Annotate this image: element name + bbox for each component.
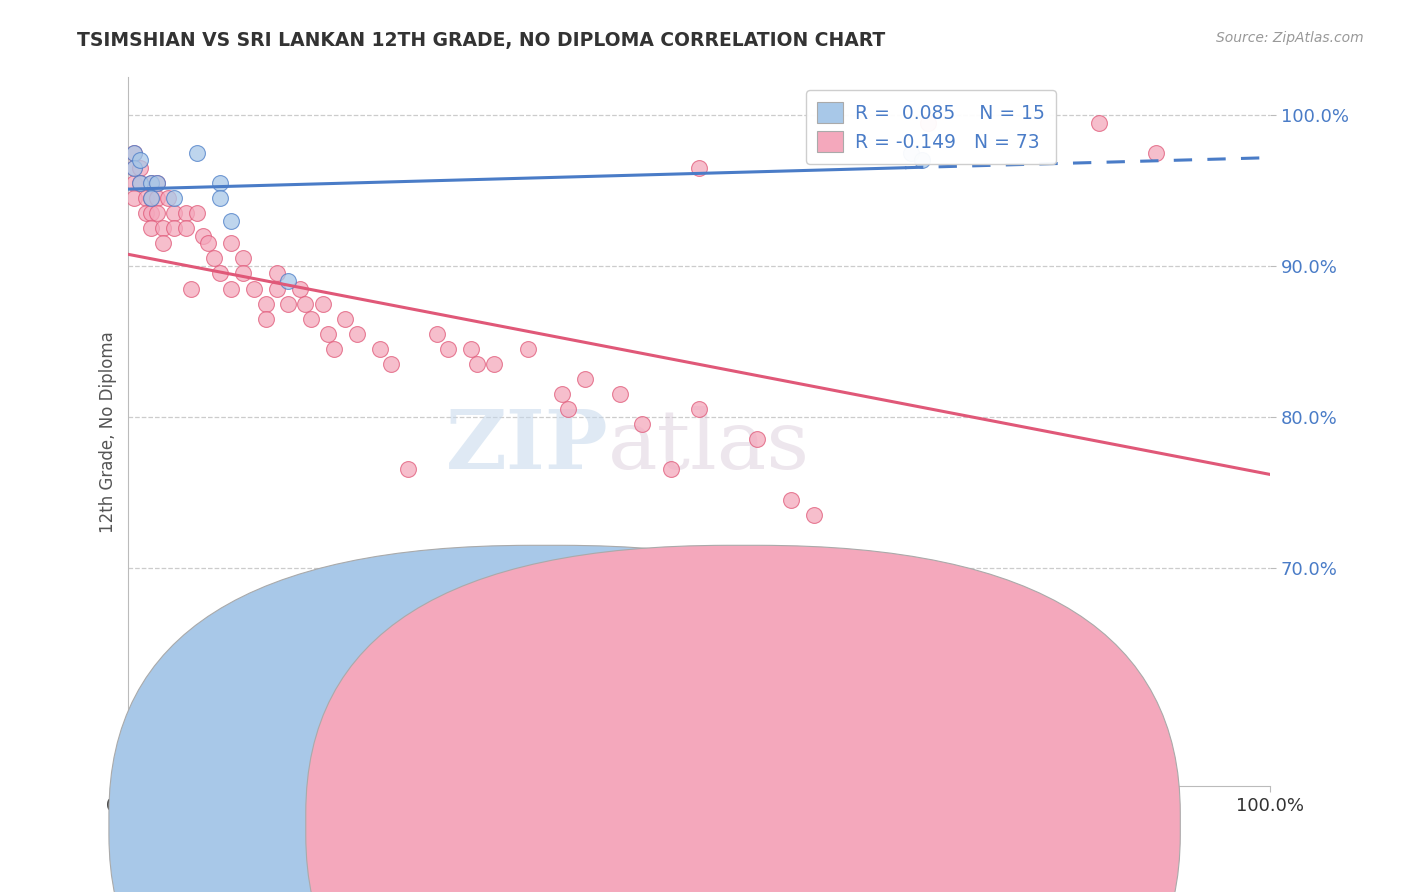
Point <box>141 176 163 190</box>
Point <box>219 281 242 295</box>
Point <box>135 206 157 220</box>
Point <box>163 221 186 235</box>
Point <box>688 161 710 175</box>
Point <box>157 191 180 205</box>
Point <box>368 342 391 356</box>
Point <box>346 696 368 710</box>
Point <box>574 372 596 386</box>
Point <box>191 228 214 243</box>
Point <box>186 206 208 220</box>
Point <box>396 462 419 476</box>
Text: Sri Lankans: Sri Lankans <box>765 815 870 833</box>
Point <box>482 357 505 371</box>
Point <box>460 342 482 356</box>
Point <box>294 296 316 310</box>
Point <box>659 462 682 476</box>
Legend: R =  0.085    N = 15, R = -0.149   N = 73: R = 0.085 N = 15, R = -0.149 N = 73 <box>806 90 1056 163</box>
Point <box>803 508 825 522</box>
Point <box>141 191 163 205</box>
Point <box>152 221 174 235</box>
Point <box>180 281 202 295</box>
Point <box>900 145 922 160</box>
Point <box>426 326 449 341</box>
Point <box>631 417 654 432</box>
Point <box>266 281 288 295</box>
Point <box>346 326 368 341</box>
Point <box>299 311 322 326</box>
Point <box>232 267 254 281</box>
Point <box>122 191 145 205</box>
Point <box>551 387 574 401</box>
Point <box>266 267 288 281</box>
Point <box>163 191 186 205</box>
Point <box>208 176 231 190</box>
Point <box>277 296 299 310</box>
Point <box>517 342 540 356</box>
Point <box>135 191 157 205</box>
Point <box>174 206 197 220</box>
Point <box>380 357 402 371</box>
Point <box>128 161 150 175</box>
Point <box>609 387 631 401</box>
Point <box>557 402 579 417</box>
Point <box>146 176 169 190</box>
Point <box>917 116 939 130</box>
Point <box>688 658 710 673</box>
Point <box>311 296 333 310</box>
Point <box>122 145 145 160</box>
Point <box>779 492 801 507</box>
Point <box>122 176 145 190</box>
Point <box>202 252 225 266</box>
Text: TSIMSHIAN VS SRI LANKAN 12TH GRADE, NO DIPLOMA CORRELATION CHART: TSIMSHIAN VS SRI LANKAN 12TH GRADE, NO D… <box>77 31 886 50</box>
Point <box>128 176 150 190</box>
Point <box>437 342 460 356</box>
Point <box>122 161 145 175</box>
Point <box>232 252 254 266</box>
Point <box>208 267 231 281</box>
Point <box>688 402 710 417</box>
Point <box>219 213 242 227</box>
Point <box>208 191 231 205</box>
Point <box>146 176 169 190</box>
Point <box>277 274 299 288</box>
Point <box>1144 145 1167 160</box>
Point <box>146 191 169 205</box>
Point <box>152 236 174 251</box>
Point <box>323 342 346 356</box>
Point <box>254 311 277 326</box>
Text: Source: ZipAtlas.com: Source: ZipAtlas.com <box>1216 31 1364 45</box>
Point <box>174 221 197 235</box>
Point <box>288 281 311 295</box>
Text: Tsimshian: Tsimshian <box>568 815 657 833</box>
Point <box>163 206 186 220</box>
Point <box>122 161 145 175</box>
Point <box>243 281 266 295</box>
Text: atlas: atlas <box>607 406 810 486</box>
Point <box>141 221 163 235</box>
Point <box>186 145 208 160</box>
Point <box>335 311 357 326</box>
Point <box>745 433 768 447</box>
Point <box>141 191 163 205</box>
Point <box>122 145 145 160</box>
Text: ZIP: ZIP <box>446 406 607 486</box>
Y-axis label: 12th Grade, No Diploma: 12th Grade, No Diploma <box>100 331 117 533</box>
Point <box>146 206 169 220</box>
Point <box>128 153 150 168</box>
Point <box>318 326 340 341</box>
Point <box>1088 116 1111 130</box>
Point <box>499 643 522 657</box>
Point <box>141 206 163 220</box>
Point <box>197 236 219 251</box>
Point <box>465 357 488 371</box>
Point <box>128 176 150 190</box>
Point <box>911 153 934 168</box>
Point <box>141 176 163 190</box>
Point <box>254 296 277 310</box>
Point <box>219 236 242 251</box>
